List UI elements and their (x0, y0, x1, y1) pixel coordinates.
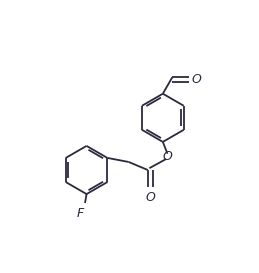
Text: O: O (191, 73, 201, 86)
Text: F: F (76, 207, 84, 220)
Text: O: O (163, 150, 173, 163)
Text: O: O (145, 191, 155, 204)
